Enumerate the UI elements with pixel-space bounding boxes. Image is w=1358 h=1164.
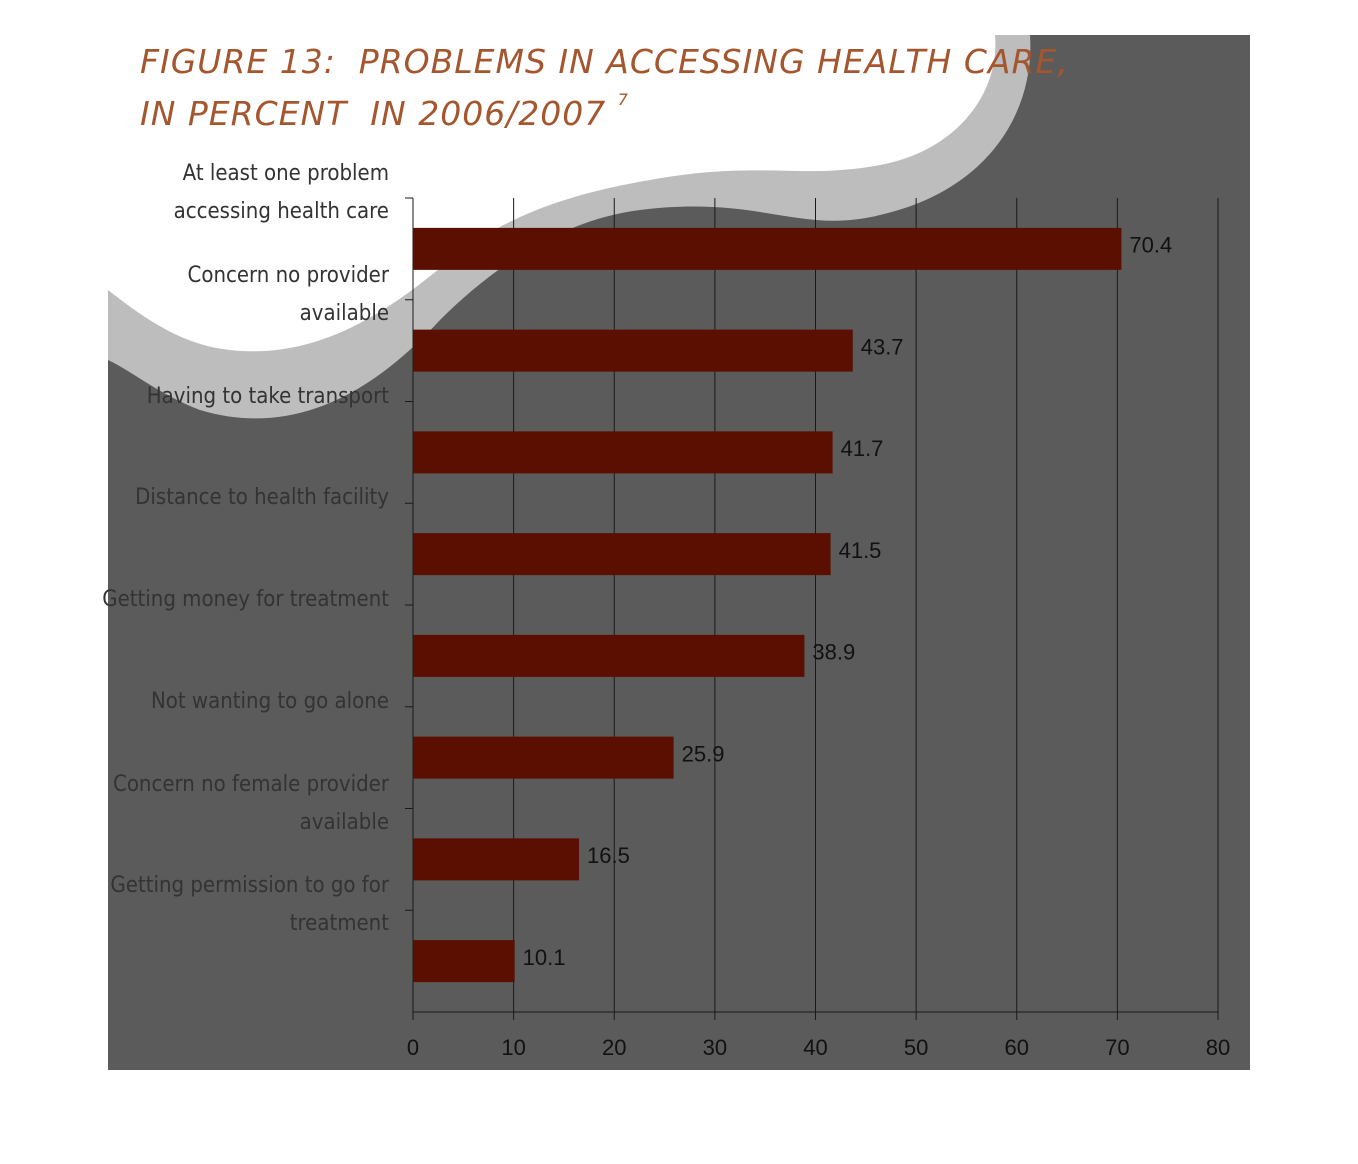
x-tick-label: 40 bbox=[803, 1035, 827, 1060]
value-label: 43.7 bbox=[861, 334, 904, 359]
value-label: 16.5 bbox=[587, 843, 630, 868]
y-tick-label: Getting permission to go for treatment bbox=[110, 873, 389, 937]
bar bbox=[413, 227, 1122, 270]
x-tick-label: 20 bbox=[602, 1035, 626, 1060]
y-tick-label: Getting money for treatment bbox=[102, 587, 389, 612]
x-tick-label: 30 bbox=[703, 1035, 727, 1060]
footnote-marker: 7 bbox=[617, 90, 629, 109]
value-label: 25.9 bbox=[682, 741, 725, 766]
value-label: 41.5 bbox=[839, 538, 882, 563]
x-tick-label: 10 bbox=[501, 1035, 525, 1060]
value-label: 70.4 bbox=[1129, 233, 1172, 258]
bar bbox=[413, 838, 580, 881]
value-label: 10.1 bbox=[523, 945, 566, 970]
y-tick-label: Not wanting to go alone bbox=[150, 688, 389, 714]
bar bbox=[413, 431, 833, 474]
x-tick-label: 80 bbox=[1206, 1035, 1230, 1060]
x-tick-label: 50 bbox=[904, 1035, 928, 1060]
chart-title: IN PERCENT IN 2006/2007 7 bbox=[140, 90, 629, 133]
x-tick-label: 0 bbox=[407, 1035, 419, 1060]
y-tick-label: Having to take transport bbox=[146, 383, 389, 409]
bar bbox=[413, 329, 853, 372]
y-tick-label: Distance to health facility bbox=[135, 485, 389, 511]
chart-title-line: IN PERCENT IN 2006/2007 bbox=[140, 94, 607, 133]
bar bbox=[413, 533, 831, 576]
bar bbox=[413, 940, 515, 983]
wave bbox=[108, 35, 996, 352]
y-tick-label: Concern no female provider available bbox=[113, 771, 389, 835]
x-tick-label: 60 bbox=[1005, 1035, 1029, 1060]
chart-title: FIGURE 13: PROBLEMS IN ACCESSING HEALTH … bbox=[140, 42, 1069, 81]
x-tick-label: 70 bbox=[1105, 1035, 1129, 1060]
y-tick-label: At least one problem accessing health ca… bbox=[173, 161, 389, 224]
bar bbox=[413, 634, 805, 677]
y-tick-label: Concern no provider available bbox=[187, 262, 389, 326]
value-label: 41.7 bbox=[841, 436, 884, 461]
bar bbox=[413, 736, 674, 779]
value-label: 38.9 bbox=[812, 640, 855, 665]
